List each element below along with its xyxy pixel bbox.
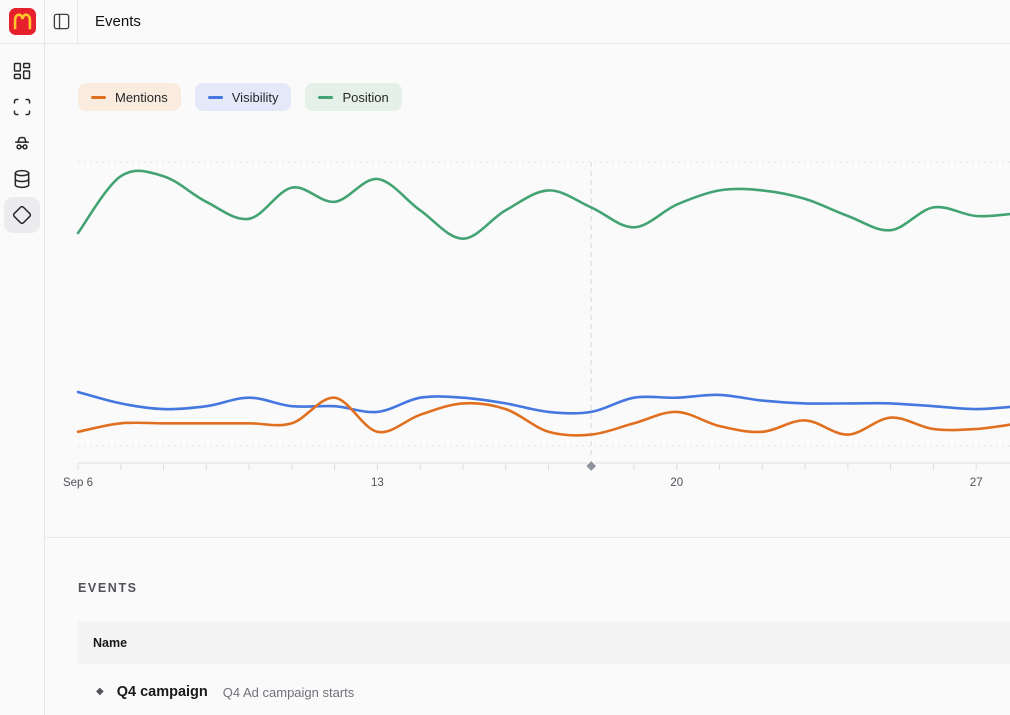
legend-chip-mentions[interactable]: Mentions [78, 83, 181, 111]
database-icon [14, 169, 30, 189]
events-section: EVENTS Name ◆ Q4 campaign Q4 Ad campaign… [45, 538, 1010, 715]
sidebar-item-scan[interactable] [4, 89, 40, 125]
series-line-position[interactable] [76, 169, 1010, 241]
legend-label: Position [342, 89, 389, 105]
sidebar-item-database[interactable] [4, 161, 40, 197]
events-heading: EVENTS [78, 581, 138, 595]
event-description: Q4 Ad campaign starts [222, 684, 355, 700]
sidebar-item-dashboard[interactable] [4, 53, 40, 89]
main-column: Events Mentions Visibility Position Sep … [45, 0, 1010, 715]
sidebar [0, 0, 45, 715]
events-table: Name ◆ Q4 campaign Q4 Ad campaign starts [78, 621, 1010, 715]
incognito-icon [15, 136, 29, 150]
legend-label: Mentions [115, 89, 168, 105]
x-axis-tick-label: Sep 6 [63, 477, 93, 489]
sidebar-item-incognito[interactable] [4, 125, 40, 161]
table-row[interactable]: ◆ Q4 campaign Q4 Ad campaign starts [78, 664, 1010, 715]
event-name: Q4 campaign [116, 684, 208, 700]
trend-chart[interactable]: Sep 6 13 20 27 [45, 150, 1010, 496]
dashboard-icon [13, 62, 31, 80]
event-marker-diamond[interactable] [585, 459, 598, 473]
top-bar: Events [45, 0, 1010, 44]
visibility-dash-icon [207, 95, 223, 99]
legend-label: Visibility [231, 89, 279, 105]
panel-left-icon [53, 13, 69, 30]
table-header-row: Name [78, 621, 1010, 664]
brand-logo-cell [0, 0, 44, 44]
event-diamond-icon: ◆ [96, 686, 104, 697]
section-divider [45, 537, 1010, 538]
x-axis-tick-label: 27 [970, 477, 983, 489]
series-line-visibility[interactable] [76, 390, 1010, 415]
chart-legend: Mentions Visibility Position [45, 44, 1010, 111]
legend-chip-visibility[interactable]: Visibility [194, 83, 292, 111]
x-axis-tick-label: 13 [371, 477, 384, 489]
position-dash-icon [318, 95, 334, 99]
diamond-icon [12, 205, 32, 225]
series-line-mentions[interactable] [76, 396, 1010, 437]
mentions-dash-icon [91, 95, 106, 99]
chart-section: Mentions Visibility Position Sep 6 13 20 27 [45, 44, 1010, 537]
sidebar-item-events[interactable] [4, 197, 40, 233]
page-title: Events [95, 13, 141, 30]
column-header-name: Name [93, 635, 128, 650]
x-axis-tick-label: 20 [670, 477, 683, 489]
sidebar-nav [0, 44, 44, 233]
sidebar-toggle-button[interactable] [45, 0, 78, 43]
legend-chip-position[interactable]: Position [305, 83, 402, 111]
scan-icon [13, 98, 31, 116]
mcdonalds-logo-icon[interactable] [8, 8, 36, 35]
